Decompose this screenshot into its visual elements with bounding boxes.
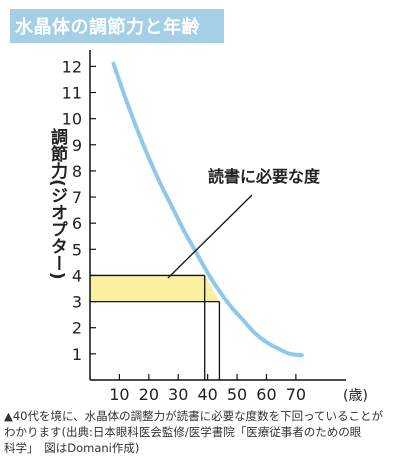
x-tick-label: 40 xyxy=(197,385,217,404)
y-tick-label: 9 xyxy=(72,136,82,155)
y-tick-label: 3 xyxy=(72,293,82,312)
y-tick-label: 8 xyxy=(72,162,82,181)
x-tick-label: 10 xyxy=(109,385,129,404)
y-axis-label: 調節力(ジオプター) xyxy=(47,128,67,280)
chart-title: 水晶体の調節力と年齢 xyxy=(15,17,200,38)
y-tick-label: 1 xyxy=(72,345,82,364)
reading-range-band xyxy=(90,275,220,302)
caption-line-2: わかります(出典:日本眼科医会監修/医学書院「医療従事者のための眼 xyxy=(4,425,362,439)
y-tick-label: 2 xyxy=(72,319,82,338)
y-tick-label: 6 xyxy=(72,214,82,233)
figure-caption: ▲40代を境に、水晶体の調整力が読書に必要な度数を下回っていることが わかります… xyxy=(4,408,408,456)
title-banner: 水晶体の調節力と年齢 xyxy=(10,9,224,43)
x-tick-label: 50 xyxy=(227,385,247,404)
x-tick-label: 20 xyxy=(139,385,159,404)
x-tick-label: 30 xyxy=(168,385,188,404)
annotation-pointer xyxy=(167,194,253,279)
y-tick-label: 7 xyxy=(72,188,82,207)
accommodation-curve xyxy=(111,61,304,358)
annotation-label: 読書に必要な度 xyxy=(208,167,321,186)
y-tick-label: 11 xyxy=(62,84,82,103)
y-tick-label: 4 xyxy=(72,266,82,285)
caption-line-3: 科学」 図はDomani作成) xyxy=(4,441,140,455)
caption-line-1: ▲40代を境に、水晶体の調整力が読書に必要な度数を下回っていることが xyxy=(4,409,384,423)
y-tick-label: 12 xyxy=(62,57,82,76)
x-tick-label: 60 xyxy=(256,385,276,404)
y-tick-label: 10 xyxy=(62,110,82,129)
x-axis-unit-label: (歳) xyxy=(343,388,368,404)
x-tick-label: 70 xyxy=(286,385,306,404)
y-tick-label: 5 xyxy=(72,240,82,259)
